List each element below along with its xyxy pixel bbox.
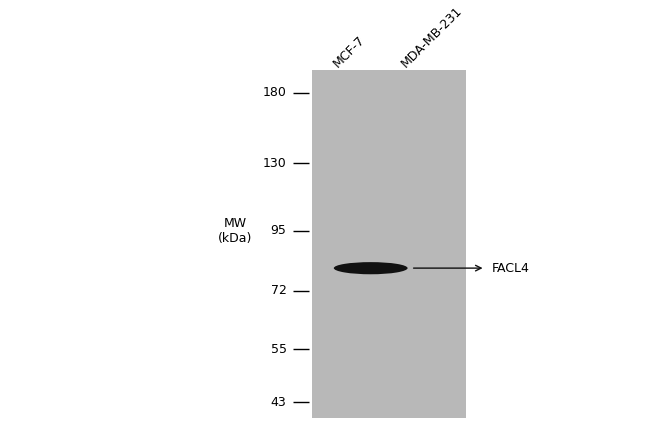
Text: 130: 130 bbox=[263, 157, 287, 170]
Text: 55: 55 bbox=[270, 343, 287, 356]
Text: MW
(kDa): MW (kDa) bbox=[218, 217, 252, 245]
Ellipse shape bbox=[334, 262, 408, 274]
Bar bbox=[312, 70, 466, 422]
Text: 180: 180 bbox=[263, 87, 287, 100]
Text: 72: 72 bbox=[270, 284, 287, 298]
Text: 95: 95 bbox=[270, 225, 287, 238]
Text: FACL4: FACL4 bbox=[492, 262, 530, 275]
Text: MDA-MB-231: MDA-MB-231 bbox=[398, 4, 465, 70]
Text: MCF-7: MCF-7 bbox=[331, 33, 367, 70]
Text: 43: 43 bbox=[271, 396, 287, 409]
